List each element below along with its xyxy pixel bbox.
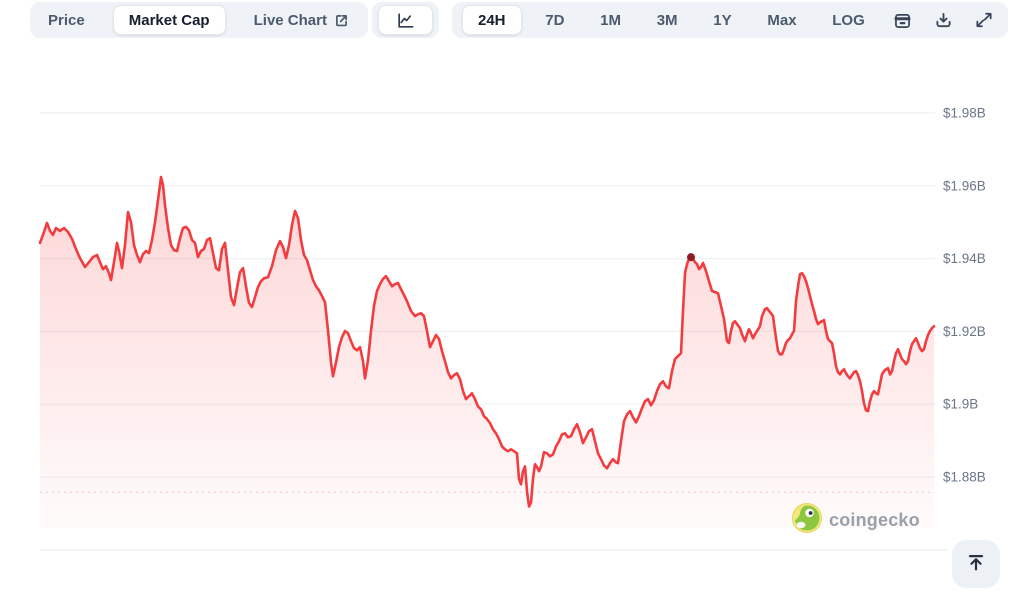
fullscreen-button[interactable] bbox=[970, 5, 998, 35]
tab-market-cap[interactable]: Market Cap bbox=[112, 5, 226, 35]
coingecko-watermark: coingecko bbox=[792, 503, 920, 538]
y-axis-label: $1.98B bbox=[943, 106, 986, 121]
y-axis-label: $1.96B bbox=[943, 178, 986, 193]
y-axis-label: $1.88B bbox=[943, 470, 986, 485]
chart-type-line-button[interactable] bbox=[378, 5, 433, 35]
calendar-button[interactable] bbox=[888, 5, 917, 35]
market-cap-line bbox=[38, 175, 936, 508]
coingecko-watermark-text: coingecko bbox=[829, 510, 920, 530]
scroll-to-top-button[interactable] bbox=[952, 540, 1000, 588]
download-icon bbox=[933, 10, 954, 31]
peak-marker-dot bbox=[687, 253, 695, 262]
y-axis-label: $1.92B bbox=[943, 324, 986, 339]
view-tab-group: Price Market Cap Live Chart bbox=[30, 2, 368, 38]
y-axis-label: $1.9B bbox=[943, 397, 978, 412]
scroll-to-top-icon bbox=[965, 552, 987, 577]
tab-live-chart[interactable]: Live Chart bbox=[242, 5, 362, 35]
line-chart-icon bbox=[396, 11, 415, 30]
range-3m[interactable]: 3M bbox=[645, 5, 690, 35]
coingecko-logo-icon bbox=[792, 503, 822, 538]
range-tab-group: 24H 7D 1M 3M 1Y Max LOG bbox=[452, 2, 1008, 38]
tab-live-chart-label: Live Chart bbox=[253, 11, 327, 29]
market-cap-area-fill bbox=[40, 177, 934, 529]
range-1y[interactable]: 1Y bbox=[701, 5, 743, 35]
y-axis-label: $1.94B bbox=[943, 251, 986, 266]
range-24h[interactable]: 24H bbox=[462, 5, 522, 35]
range-7d[interactable]: 7D bbox=[533, 5, 576, 35]
range-1m[interactable]: 1M bbox=[588, 5, 633, 35]
log-scale-toggle[interactable]: LOG bbox=[820, 5, 877, 35]
range-max[interactable]: Max bbox=[755, 5, 808, 35]
chart-type-group bbox=[372, 2, 439, 38]
external-link-icon bbox=[333, 12, 350, 29]
calendar-icon bbox=[892, 10, 913, 31]
tab-price[interactable]: Price bbox=[36, 5, 97, 35]
fullscreen-icon bbox=[974, 10, 994, 30]
download-button[interactable] bbox=[929, 5, 958, 35]
